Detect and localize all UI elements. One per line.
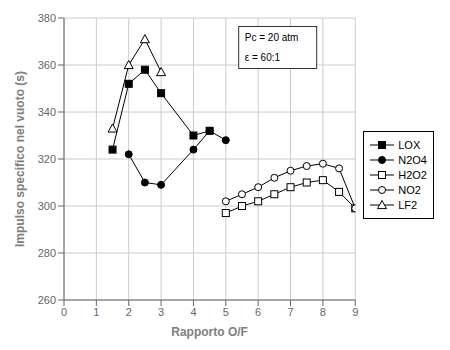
svg-text:4: 4 xyxy=(190,306,196,318)
svg-text:340: 340 xyxy=(38,106,56,118)
svg-text:300: 300 xyxy=(38,200,56,212)
svg-text:320: 320 xyxy=(38,153,56,165)
svg-text:2: 2 xyxy=(126,306,132,318)
svg-text:9: 9 xyxy=(352,306,358,318)
svg-text:3: 3 xyxy=(158,306,164,318)
html-text:H2O2: H2O2 xyxy=(398,169,427,181)
svg-text:380: 380 xyxy=(38,12,56,24)
svg-text:Rapporto O/F: Rapporto O/F xyxy=(171,325,248,339)
html-text:LOX: LOX xyxy=(398,139,421,151)
html-text:NO2: NO2 xyxy=(398,184,421,196)
svg-text:360: 360 xyxy=(38,59,56,71)
html-text:LF2: LF2 xyxy=(398,199,418,211)
svg-text:ε = 60:1: ε = 60:1 xyxy=(245,52,281,63)
svg-text:280: 280 xyxy=(38,247,56,259)
svg-text:7: 7 xyxy=(287,306,293,318)
svg-text:Pc = 20 atm: Pc = 20 atm xyxy=(245,32,299,43)
html-text:N2O4: N2O4 xyxy=(398,154,427,166)
svg-text:260: 260 xyxy=(38,294,56,306)
svg-text:8: 8 xyxy=(320,306,326,318)
svg-text:Impulso specifico nel vuoto (s: Impulso specifico nel vuoto (s) xyxy=(13,71,27,247)
svg-text:1: 1 xyxy=(93,306,99,318)
svg-text:5: 5 xyxy=(223,306,229,318)
svg-text:0: 0 xyxy=(61,306,67,318)
svg-text:6: 6 xyxy=(255,306,261,318)
